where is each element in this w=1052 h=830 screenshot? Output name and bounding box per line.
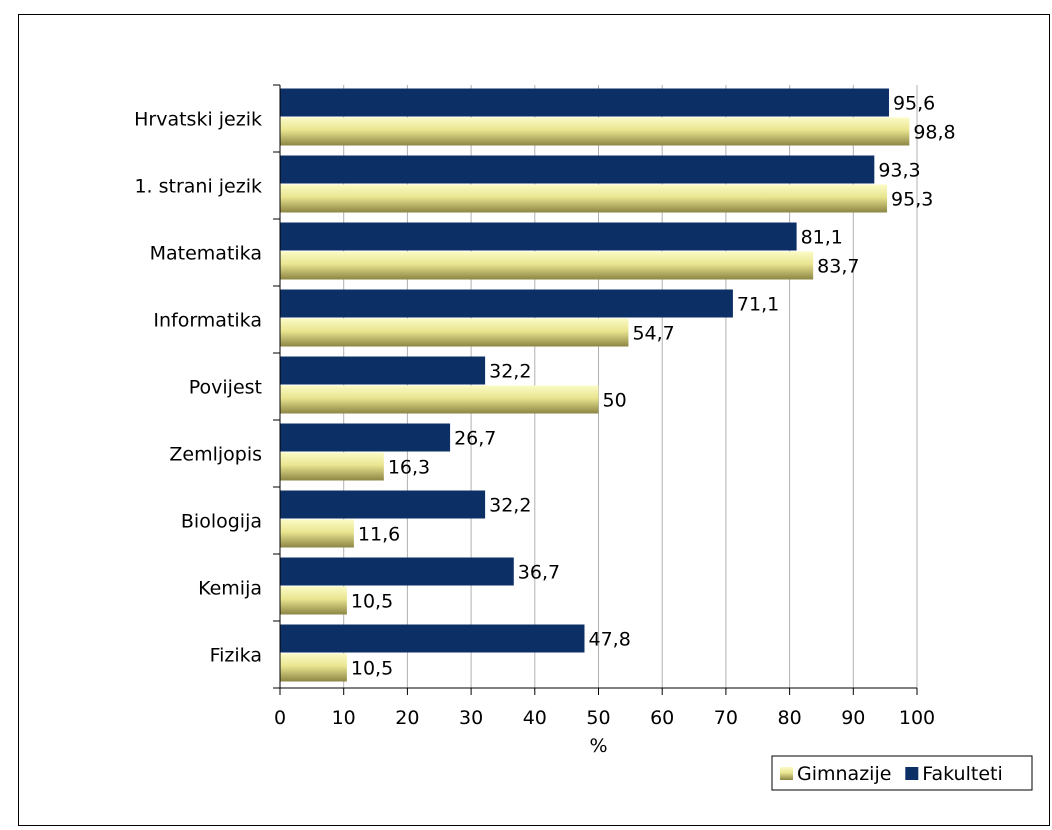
category-label-5: Zemljopis bbox=[169, 444, 262, 466]
labels: 95,6 98,8 Hrvatski jezik 93,3 95,3 1. strani … bbox=[134, 93, 956, 758]
legend-swatch-fakulteti bbox=[905, 767, 919, 780]
category-label-3: Informatika bbox=[153, 310, 262, 332]
x-tick-label-20: 20 bbox=[395, 707, 419, 729]
bar-fakulteti-4 bbox=[280, 356, 486, 385]
bar-fakulteti-6 bbox=[280, 490, 486, 519]
legend-swatch-gimnazije bbox=[780, 767, 793, 780]
bar-gimnazije-6 bbox=[280, 519, 354, 548]
value-label-gimnazije-8: 10,5 bbox=[351, 658, 393, 680]
bars bbox=[280, 88, 910, 682]
value-label-gimnazije-3: 54,7 bbox=[632, 323, 674, 345]
value-label-fakulteti-7: 36,7 bbox=[518, 562, 560, 584]
category-label-2: Matematika bbox=[150, 243, 262, 265]
bar-fakulteti-1 bbox=[280, 155, 875, 184]
x-tick-label-60: 60 bbox=[650, 707, 674, 729]
legend-label-fakulteti: Fakulteti bbox=[922, 763, 1002, 785]
x-tick-label-90: 90 bbox=[841, 707, 865, 729]
bar-gimnazije-4 bbox=[280, 385, 599, 414]
value-label-fakulteti-6: 32,2 bbox=[489, 495, 531, 517]
chart-frame bbox=[18, 14, 1050, 826]
value-label-fakulteti-8: 47,8 bbox=[588, 629, 630, 651]
value-label-gimnazije-2: 83,7 bbox=[817, 256, 859, 278]
category-label-1: 1. strani jezik bbox=[134, 176, 262, 198]
bar-gimnazije-8 bbox=[280, 653, 347, 682]
x-tick-label-0: 0 bbox=[274, 707, 286, 729]
x-tick-label-100: 100 bbox=[899, 707, 935, 729]
value-label-gimnazije-0: 98,8 bbox=[913, 122, 955, 144]
x-axis-title: % bbox=[589, 735, 607, 757]
legend-box bbox=[771, 755, 1033, 791]
category-label-7: Kemija bbox=[198, 578, 262, 600]
bar-fakulteti-7 bbox=[280, 557, 514, 586]
x-tick-label-30: 30 bbox=[459, 707, 483, 729]
x-tick-label-10: 10 bbox=[332, 707, 356, 729]
bar-fakulteti-2 bbox=[280, 222, 797, 251]
bar-gimnazije-2 bbox=[280, 251, 814, 280]
bar-fakulteti-5 bbox=[280, 423, 451, 452]
bar-fakulteti-3 bbox=[280, 289, 733, 318]
category-label-4: Povijest bbox=[189, 377, 262, 399]
value-label-fakulteti-3: 71,1 bbox=[737, 294, 779, 316]
value-label-gimnazije-5: 16,3 bbox=[388, 457, 430, 479]
value-label-gimnazije-7: 10,5 bbox=[351, 591, 393, 613]
legend-label-gimnazije: Gimnazije bbox=[797, 763, 891, 785]
category-label-6: Biologija bbox=[181, 511, 262, 533]
value-label-fakulteti-5: 26,7 bbox=[454, 428, 496, 450]
x-tick-label-70: 70 bbox=[714, 707, 738, 729]
axes bbox=[273, 84, 918, 695]
bar-gimnazije-3 bbox=[280, 318, 629, 347]
value-label-gimnazije-1: 95,3 bbox=[891, 189, 933, 211]
bar-gimnazije-7 bbox=[280, 586, 347, 615]
value-label-fakulteti-0: 95,6 bbox=[893, 93, 935, 115]
bar-gimnazije-0 bbox=[280, 117, 910, 146]
value-label-gimnazije-4: 50 bbox=[603, 390, 627, 412]
x-tick-label-50: 50 bbox=[586, 707, 610, 729]
value-label-fakulteti-1: 93,3 bbox=[878, 160, 920, 182]
value-label-fakulteti-2: 81,1 bbox=[801, 227, 843, 249]
legend: Gimnazije Fakulteti bbox=[771, 755, 1033, 791]
category-label-8: Fizika bbox=[210, 645, 262, 667]
bar-fakulteti-0 bbox=[280, 88, 889, 117]
category-label-0: Hrvatski jezik bbox=[134, 109, 262, 131]
x-tick-label-80: 80 bbox=[778, 707, 802, 729]
bar-gimnazije-1 bbox=[280, 184, 888, 213]
value-label-fakulteti-4: 32,2 bbox=[489, 361, 531, 383]
x-tick-label-40: 40 bbox=[523, 707, 547, 729]
bar-fakulteti-8 bbox=[280, 624, 585, 653]
bar-gimnazije-5 bbox=[280, 452, 384, 481]
value-label-gimnazije-6: 11,6 bbox=[358, 524, 400, 546]
